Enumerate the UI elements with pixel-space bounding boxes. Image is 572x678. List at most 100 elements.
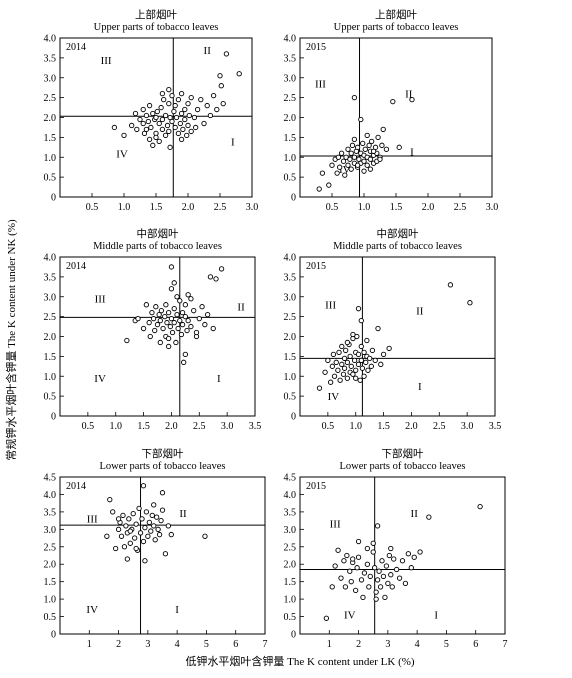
data-point — [112, 545, 119, 552]
y-tick-label: 4.0 — [284, 253, 297, 264]
data-point — [140, 120, 146, 127]
panel-title-en: Middle parts of tobacco leaves — [333, 241, 462, 252]
data-point — [167, 323, 173, 330]
data-point — [348, 150, 354, 156]
data-point — [171, 306, 177, 312]
data-point — [353, 367, 359, 373]
data-point — [380, 573, 387, 580]
x-tick-label: 3 — [385, 639, 390, 650]
data-point — [447, 282, 454, 288]
data-point — [193, 124, 199, 131]
x-tick-label: 3.0 — [486, 202, 499, 213]
quadrant-label-iii: III — [315, 79, 326, 91]
data-point — [411, 554, 417, 560]
data-point — [130, 510, 136, 517]
data-point — [110, 509, 116, 515]
x-tick-label: 2 — [116, 639, 121, 650]
data-point — [330, 351, 337, 358]
data-point — [146, 319, 152, 326]
data-point — [185, 122, 191, 129]
data-point — [377, 584, 384, 590]
data-point — [343, 347, 349, 354]
data-point — [156, 138, 162, 145]
data-point — [351, 94, 358, 101]
data-point — [166, 87, 172, 93]
data-point — [335, 547, 341, 553]
y-tick-label: 3.0 — [44, 292, 57, 303]
y-tick-label: 0.5 — [284, 612, 297, 623]
data-point — [362, 146, 368, 152]
data-point — [341, 355, 348, 362]
data-point — [202, 533, 208, 539]
data-point — [143, 302, 150, 308]
y-tick-label: 2.0 — [284, 113, 297, 124]
data-point — [373, 589, 379, 595]
data-point — [358, 343, 364, 350]
data-point — [331, 373, 338, 379]
quadrant-label-ii: II — [405, 89, 413, 101]
data-point — [158, 308, 165, 314]
y-tick-label: 0 — [291, 630, 296, 641]
x-tick-label: 7 — [503, 639, 508, 650]
data-point — [354, 565, 360, 571]
x-tick-label: 2.5 — [454, 202, 467, 213]
y-tick-label: 0 — [291, 193, 296, 204]
data-point — [156, 120, 162, 127]
year-label: 2014 — [66, 42, 86, 53]
data-point — [372, 565, 378, 571]
data-point — [366, 355, 373, 362]
data-point — [316, 186, 322, 192]
x-tick-label: 3.0 — [221, 421, 234, 432]
y-tick-label: 1.0 — [284, 595, 297, 606]
x-tick-label: 2.0 — [405, 421, 418, 432]
quadrant-label-ii: II — [204, 45, 212, 57]
data-point — [185, 100, 191, 107]
x-tick-label: 1.5 — [377, 421, 390, 432]
data-point — [182, 302, 189, 308]
y-tick-label: 1.5 — [44, 352, 57, 363]
data-point — [107, 497, 113, 503]
data-point — [351, 154, 358, 160]
y-tick-label: 3.0 — [284, 73, 297, 84]
data-point — [417, 549, 423, 555]
x-tick-label: 0.5 — [86, 202, 99, 213]
y-tick-label: 0.5 — [284, 392, 297, 403]
y-tick-label: 0.5 — [44, 173, 57, 184]
data-point — [350, 371, 356, 377]
data-point — [182, 313, 189, 320]
data-point — [164, 122, 171, 129]
data-point — [354, 144, 361, 150]
data-point — [348, 363, 354, 369]
data-point — [218, 83, 224, 89]
data-point — [143, 509, 150, 515]
data-point — [159, 490, 166, 496]
y-tick-label: 2.0 — [284, 332, 297, 343]
panel-title-cn: 下部烟叶 — [142, 447, 184, 460]
y-tick-label: 2.5 — [44, 542, 57, 553]
data-point — [165, 523, 172, 529]
data-point — [121, 132, 127, 139]
data-point — [366, 584, 372, 590]
data-point — [405, 551, 412, 557]
data-point — [153, 134, 159, 141]
data-point — [352, 587, 359, 594]
data-point — [386, 552, 392, 559]
data-point — [169, 92, 175, 99]
data-point — [140, 325, 147, 332]
quadrant-label-iv: IV — [339, 164, 351, 176]
y-tick-label: 3.5 — [44, 507, 57, 518]
panel-title-en: Upper parts of tobacco leaves — [94, 22, 219, 33]
data-point — [171, 319, 177, 326]
data-point — [177, 120, 183, 127]
data-point — [338, 575, 344, 581]
data-point — [143, 126, 150, 133]
y-tick-label: 1.0 — [284, 153, 297, 164]
data-point — [332, 563, 338, 569]
y-tick-label: 3.5 — [284, 272, 297, 283]
data-point — [383, 563, 390, 569]
data-point — [396, 144, 402, 150]
data-point — [354, 162, 361, 168]
y-tick-label: 2.5 — [284, 93, 297, 104]
